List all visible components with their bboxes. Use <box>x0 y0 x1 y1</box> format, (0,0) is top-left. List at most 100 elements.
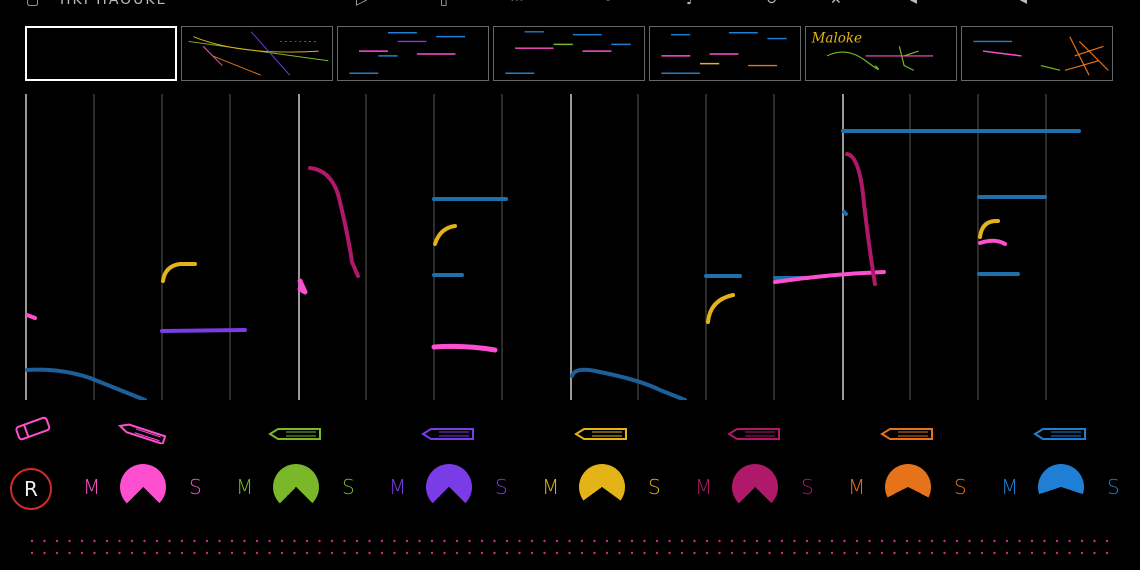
timeline-dot <box>430 551 434 555</box>
timeline-dot <box>330 551 334 555</box>
timeline-dot <box>268 539 271 543</box>
pencil-yellow-icon[interactable] <box>574 427 628 441</box>
timeline-dot <box>1005 539 1009 543</box>
pencil-magenta-icon[interactable] <box>727 427 781 441</box>
solo-button-purple[interactable]: S <box>495 475 508 499</box>
timeline-dot <box>55 551 59 555</box>
thumbnail-2[interactable] <box>181 26 333 81</box>
pencil-orange-icon[interactable] <box>880 427 934 441</box>
mute-button-pink[interactable]: M <box>83 475 101 499</box>
beat-gridlines <box>93 94 1047 400</box>
timeline-dot <box>205 539 209 543</box>
timeline-dot <box>680 539 684 543</box>
timeline-dot <box>818 539 821 543</box>
timeline-dot <box>893 539 896 543</box>
mute-button-magenta[interactable]: M <box>695 475 713 499</box>
mute-button-blue[interactable]: M <box>1001 475 1019 499</box>
mute-button-yellow[interactable]: M <box>542 475 560 499</box>
timeline-dot <box>43 539 46 543</box>
timeline-dot <box>218 539 221 543</box>
solo-button-blue[interactable]: S <box>1107 475 1120 499</box>
solo-button-yellow[interactable]: S <box>648 475 661 499</box>
timeline-dot <box>1005 551 1009 555</box>
mute-button-orange[interactable]: M <box>848 475 866 499</box>
timeline-dot <box>918 551 921 555</box>
timeline-dot <box>30 539 34 543</box>
drawing-canvas[interactable] <box>0 94 1140 400</box>
mute-button-purple[interactable]: M <box>389 475 407 499</box>
timeline-dot <box>543 551 546 555</box>
tempo-icon[interactable]: ⋯ <box>510 0 524 8</box>
thumbnail-5[interactable] <box>649 26 801 81</box>
eraser-icon[interactable] <box>14 414 52 444</box>
record-button[interactable]: R <box>10 468 52 510</box>
volume-knob-orange[interactable] <box>885 464 931 510</box>
undo-icon[interactable]: ↺ <box>766 0 778 8</box>
timeline-dot <box>455 551 459 555</box>
stroke-pink-3 <box>431 343 498 353</box>
pencil-blue-icon[interactable] <box>1033 427 1087 441</box>
timeline-dot <box>243 551 246 555</box>
stroke-pink-5 <box>978 238 1007 246</box>
timeline-dot <box>793 539 796 543</box>
share-icon[interactable]: ◂ <box>1020 0 1028 8</box>
timeline-dot <box>693 551 696 555</box>
close-icon[interactable]: ✕ <box>830 0 842 8</box>
timeline-dot <box>455 539 459 543</box>
volume-knob-pink[interactable] <box>120 464 166 510</box>
timeline-dot <box>43 551 46 555</box>
pencil-green-icon[interactable] <box>268 427 322 441</box>
volume-knob-blue[interactable] <box>1038 464 1084 510</box>
timeline-dot <box>268 551 271 555</box>
volume-icon[interactable]: ◂ <box>910 0 918 8</box>
volume-knob-green[interactable] <box>273 464 319 510</box>
timeline-dot <box>768 539 771 543</box>
timeline-dot <box>530 539 534 543</box>
timeline-dot <box>943 539 946 543</box>
timeline-dot <box>118 539 121 543</box>
stroke-yellow-1 <box>161 262 197 283</box>
solo-button-pink[interactable]: S <box>189 475 202 499</box>
timeline-dot <box>330 539 334 543</box>
pencil-pink-icon[interactable] <box>115 422 169 444</box>
thumbnail-1[interactable] <box>25 26 177 81</box>
timeline-dot <box>505 539 509 543</box>
timeline-dot <box>630 551 634 555</box>
metronome-icon[interactable]: ▯ <box>440 0 448 8</box>
timeline-dot <box>943 551 946 555</box>
timeline-dot <box>68 539 71 543</box>
stroke-blue-1 <box>25 367 147 400</box>
timeline-dot <box>143 539 146 543</box>
folder-icon[interactable]: ▢ <box>26 0 40 8</box>
timeline-dot <box>1105 551 1109 555</box>
timeline-dot <box>305 551 309 555</box>
note-icon[interactable]: ♪ <box>686 0 695 8</box>
solo-button-green[interactable]: S <box>342 475 355 499</box>
timeline-dot <box>530 551 534 555</box>
timeline-dots[interactable] <box>30 538 1115 558</box>
timeline-dot <box>405 551 409 555</box>
thumbnail-4[interactable] <box>493 26 645 81</box>
stroke-blue-8 <box>842 210 848 216</box>
key-icon[interactable]: ◦ <box>604 0 613 8</box>
timeline-dot <box>755 539 759 543</box>
timeline-dot <box>580 539 584 543</box>
timeline-dot <box>418 539 421 543</box>
solo-button-orange[interactable]: S <box>954 475 967 499</box>
thumbnail-6[interactable]: Maloke <box>805 26 957 81</box>
volume-knob-magenta[interactable] <box>732 464 778 510</box>
volume-knob-purple[interactable] <box>426 464 472 510</box>
timeline-dot <box>1043 539 1046 543</box>
timeline-dot <box>655 551 659 555</box>
timeline-dot <box>1080 551 1084 555</box>
thumbnail-3[interactable] <box>337 26 489 81</box>
volume-knob-yellow[interactable] <box>579 464 625 510</box>
solo-button-magenta[interactable]: S <box>801 475 814 499</box>
timeline-dot <box>1030 551 1034 555</box>
thumbnail-7[interactable] <box>961 26 1113 81</box>
timeline-dot <box>380 539 384 543</box>
mute-button-green[interactable]: M <box>236 475 254 499</box>
timeline-dot <box>418 551 421 555</box>
play-icon[interactable]: ▷ <box>356 0 367 8</box>
pencil-purple-icon[interactable] <box>421 427 475 441</box>
